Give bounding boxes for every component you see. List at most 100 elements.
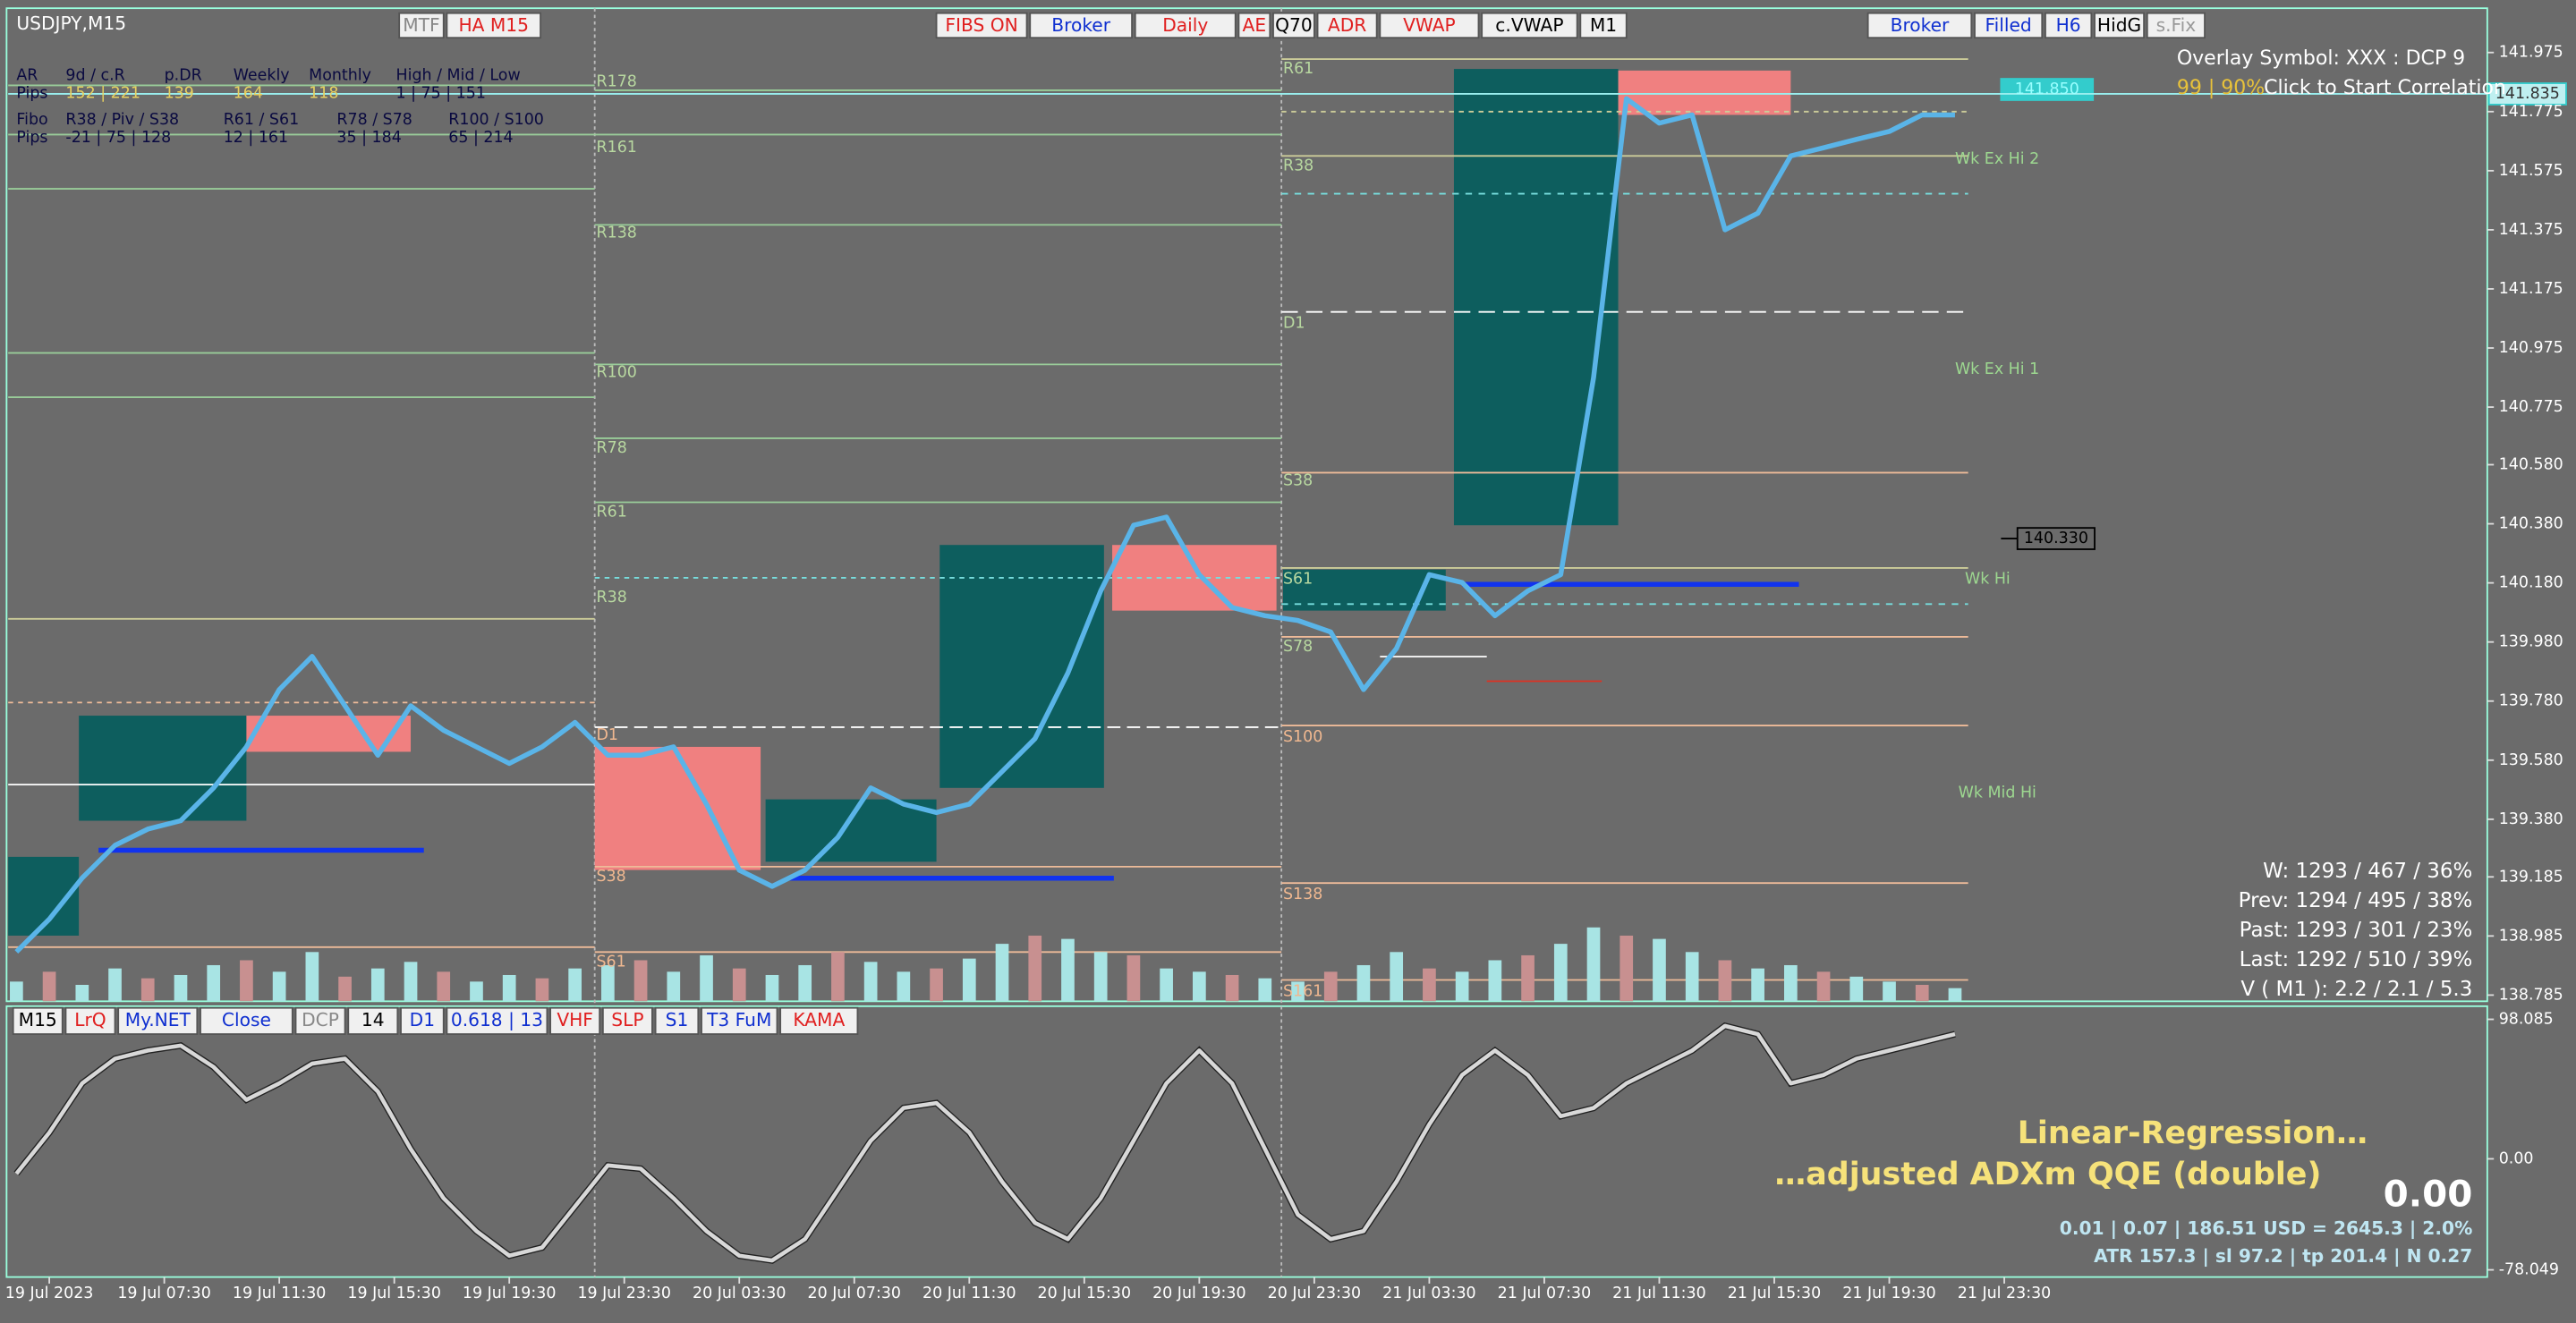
oscillator-line (14, 1023, 1956, 1263)
zone-box (939, 545, 1104, 788)
toolbar-button[interactable] (2045, 12, 2093, 39)
zone-label: Wk Hi (1965, 571, 2011, 589)
y-tick-label: 139.185 (2499, 868, 2563, 886)
texts: USDJPY,M15 Overlay Symbol: XXX : DCP 9 9… (5, 12, 2563, 1302)
y-tick-label: 0.00 (2499, 1149, 2534, 1167)
info-cell: 1 | 75 | 151 (395, 85, 485, 103)
toolbar-button-label[interactable]: Q70 (1275, 14, 1313, 36)
toolbar-button[interactable] (1134, 12, 1237, 39)
correlation-action[interactable]: Click to Start Correlation (2264, 77, 2506, 99)
indicator-button-label[interactable]: LrQ (74, 1009, 106, 1030)
volume-bar (962, 958, 976, 1002)
indicator-button-label[interactable]: DCP (302, 1009, 339, 1030)
volume-bar (1291, 981, 1305, 1002)
toolbar-button-label[interactable]: H6 (2056, 14, 2081, 36)
level-label: D1 (597, 726, 619, 744)
volume-bar (240, 960, 253, 1002)
toolbar-button[interactable] (1029, 12, 1133, 39)
toolbar-button[interactable] (1866, 12, 1973, 39)
toolbar-button[interactable] (1237, 12, 1271, 39)
indicator-button-label[interactable]: 0.618 | 13 (451, 1009, 543, 1030)
x-tick-label: 19 Jul 19:30 (463, 1285, 557, 1302)
x-tick-label: 19 Jul 2023 (5, 1285, 94, 1302)
y-tick-label: 141.775 (2499, 103, 2563, 121)
indicator-button-label[interactable]: D1 (410, 1009, 435, 1030)
level-label: S38 (1283, 472, 1313, 490)
indicator-button[interactable] (654, 1006, 700, 1035)
volume-bar (1948, 988, 1962, 1002)
indicator-button-label[interactable]: SLP (611, 1009, 643, 1030)
toolbar-button[interactable] (1379, 12, 1480, 39)
indicator-button-label[interactable]: My.NET (125, 1009, 191, 1030)
toolbar-button-label[interactable]: FIBS ON (945, 14, 1017, 36)
toolbar-button-label[interactable]: HidG (2097, 14, 2141, 36)
toolbar-button-label[interactable]: Filled (1985, 14, 2032, 36)
level-label: S138 (1283, 886, 1322, 903)
toolbar-button[interactable] (1579, 12, 1628, 39)
indicator-button[interactable] (347, 1006, 399, 1035)
y-tick-label: 140.380 (2499, 515, 2563, 533)
info-cell: 164 (234, 85, 263, 103)
indicator-button[interactable] (701, 1006, 778, 1035)
volume-bar (1455, 971, 1469, 1002)
volume-bar (897, 971, 911, 1002)
toolbar-button[interactable] (398, 12, 445, 39)
toolbar-button-label[interactable]: M1 (1590, 14, 1617, 36)
toolbar-button[interactable] (446, 12, 541, 39)
toolbar-button-label[interactable]: c.VWAP (1495, 14, 1563, 36)
indicator-button[interactable] (446, 1006, 548, 1035)
toolbar-button-label[interactable]: MTF (403, 14, 439, 36)
toolbar-button[interactable] (2094, 12, 2146, 39)
toolbar-button[interactable] (1272, 12, 1315, 39)
indicator-button[interactable] (117, 1006, 199, 1035)
indicator-button[interactable] (400, 1006, 445, 1035)
toolbar-button[interactable] (1974, 12, 2044, 39)
volume-bar (1423, 968, 1436, 1002)
indicator-button-label[interactable]: 14 (361, 1009, 385, 1030)
toolbar-button[interactable] (1481, 12, 1578, 39)
toolbar-button-label[interactable]: AE (1243, 14, 1267, 36)
indicator-button[interactable] (294, 1006, 346, 1035)
info-cell: R38 / Piv / S38 (65, 111, 179, 129)
x-tick-label: 21 Jul 11:30 (1612, 1285, 1706, 1302)
y-tick-label: 138.785 (2499, 986, 2563, 1004)
indicator-button[interactable] (779, 1006, 859, 1035)
indicator-button[interactable] (601, 1006, 653, 1035)
volume-bar (207, 964, 221, 1002)
toolbar-button[interactable] (935, 12, 1028, 39)
x-tick-label: 20 Jul 19:30 (1152, 1285, 1246, 1302)
info-cell: Pips (16, 85, 47, 103)
indicator-button[interactable] (12, 1006, 64, 1035)
indicator-button-label[interactable]: KAMA (793, 1009, 845, 1030)
level-label: R161 (597, 139, 637, 157)
indicator-button[interactable] (549, 1006, 601, 1035)
indicator-button-label[interactable]: VHF (557, 1009, 593, 1030)
volume-bar (667, 971, 681, 1002)
volume-bar (1390, 952, 1404, 1002)
toolbar-button-label[interactable]: ADR (1328, 14, 1366, 36)
x-tick-label: 20 Jul 23:30 (1268, 1285, 1362, 1302)
indicator-button[interactable] (64, 1006, 116, 1035)
indicator-button-label[interactable]: M15 (19, 1009, 57, 1030)
toolbar-button-label[interactable]: Broker (1891, 14, 1950, 36)
x-tick-label: 19 Jul 15:30 (347, 1285, 441, 1302)
volume-bar (930, 968, 943, 1002)
volume-bar (1323, 971, 1338, 1002)
toolbar-button-label[interactable]: Daily (1162, 14, 1208, 36)
volume-bar (10, 981, 23, 1002)
toolbar-button-label[interactable]: Broker (1051, 14, 1110, 36)
indicator-button-label[interactable]: S1 (666, 1009, 689, 1030)
toolbar-button[interactable] (2146, 12, 2206, 39)
toolbar-button[interactable] (1316, 12, 1378, 39)
volume-bar (601, 964, 615, 1002)
x-tick-label: 19 Jul 23:30 (577, 1285, 671, 1302)
indicator-button-label[interactable]: Close (222, 1009, 271, 1030)
toolbar-button-label[interactable]: HA M15 (458, 14, 529, 36)
volume-bar (1915, 984, 1929, 1002)
volume-bar (1685, 952, 1699, 1002)
indicator-button-label[interactable]: T3 FuM (706, 1009, 771, 1030)
indicator-button[interactable] (200, 1006, 293, 1035)
toolbar-button-label[interactable]: s.Fix (2156, 14, 2197, 36)
toolbar-button-label[interactable]: VWAP (1403, 14, 1456, 36)
volume-bar (831, 952, 845, 1002)
